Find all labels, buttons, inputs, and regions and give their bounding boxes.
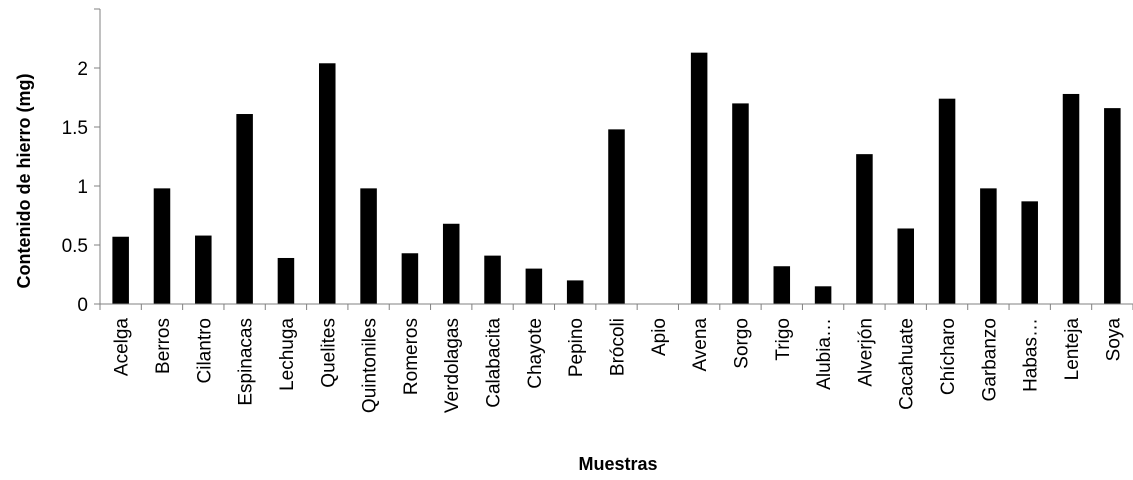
bar-6: [318, 63, 336, 304]
x-tick-label: Trigo: [773, 318, 794, 361]
x-tick-label: Sorgo: [731, 318, 752, 369]
bar-16: [732, 103, 749, 305]
bar-4: [236, 114, 253, 305]
bar-10: [484, 255, 501, 304]
x-tick-label: Cacahuate: [897, 318, 918, 410]
bar-23: [1021, 201, 1038, 304]
bar-3: [195, 235, 212, 304]
y-tick-label: 0: [77, 295, 88, 316]
y-tick-label: 0.5: [62, 236, 88, 257]
bar-12: [566, 280, 584, 304]
x-tick-label: Verdolagas: [442, 318, 463, 413]
x-axis-title: Muestras: [578, 454, 657, 474]
x-tick-label: Soya: [1103, 318, 1124, 362]
bar-11: [525, 268, 543, 304]
x-tick-label: Habas…: [1021, 318, 1042, 392]
x-tick-label: Chícharo: [938, 318, 959, 395]
x-tick-label: Lenteja: [1062, 318, 1083, 381]
bar-5: [277, 257, 295, 304]
bar-24: [1062, 93, 1080, 305]
bar-13: [608, 129, 625, 304]
x-tick-label: Espinacas: [236, 318, 257, 406]
x-tick-label: Apio: [649, 318, 670, 356]
bar-2: [153, 188, 171, 304]
x-tick-label: Alverjón: [855, 318, 876, 387]
x-tick-label: Quelites: [318, 318, 339, 388]
bar-8: [401, 253, 419, 304]
y-tick-label: 1: [77, 177, 88, 198]
bars: [112, 52, 1121, 305]
x-tick-label: Acelga: [112, 318, 133, 377]
y-tick-label: 1.5: [62, 118, 88, 139]
bar-20: [897, 228, 915, 304]
x-tick-label: Lechuga: [277, 318, 298, 391]
x-tick-label: Garbanzo: [979, 318, 1000, 401]
x-axis-ticks: Acelga Berros Cilantro Espinacas Lechuga Quel…: [99, 304, 1133, 413]
y-axis-title: Contenido de hierro (mg): [14, 74, 34, 289]
bar-15: [690, 52, 708, 304]
x-tick-label: Pepino: [566, 318, 587, 377]
bar-7: [360, 188, 377, 304]
x-tick-label: Chayote: [525, 318, 546, 389]
bar-1: [112, 236, 129, 304]
x-tick-label: Cilantro: [194, 318, 215, 383]
x-tick-label: Avena: [690, 318, 711, 372]
y-axis-ticks: 0 0.5 1 1.5 2: [62, 8, 100, 316]
bar-17: [773, 266, 791, 304]
x-tick-label: Calabacita: [484, 318, 505, 408]
bar-25: [1104, 108, 1121, 305]
bar-22: [980, 188, 997, 304]
x-tick-label: Berros: [153, 318, 174, 374]
bar-18: [814, 286, 832, 304]
x-tick-label: Romeros: [401, 318, 422, 395]
bar-9: [442, 223, 460, 304]
bar-21: [938, 98, 956, 305]
x-tick-label: Brócoli: [608, 318, 629, 376]
y-tick-label: 2: [77, 59, 88, 80]
bar-19: [856, 154, 873, 304]
x-tick-label: Alubia…: [814, 318, 835, 390]
x-tick-label: Quintoniles: [360, 318, 381, 413]
